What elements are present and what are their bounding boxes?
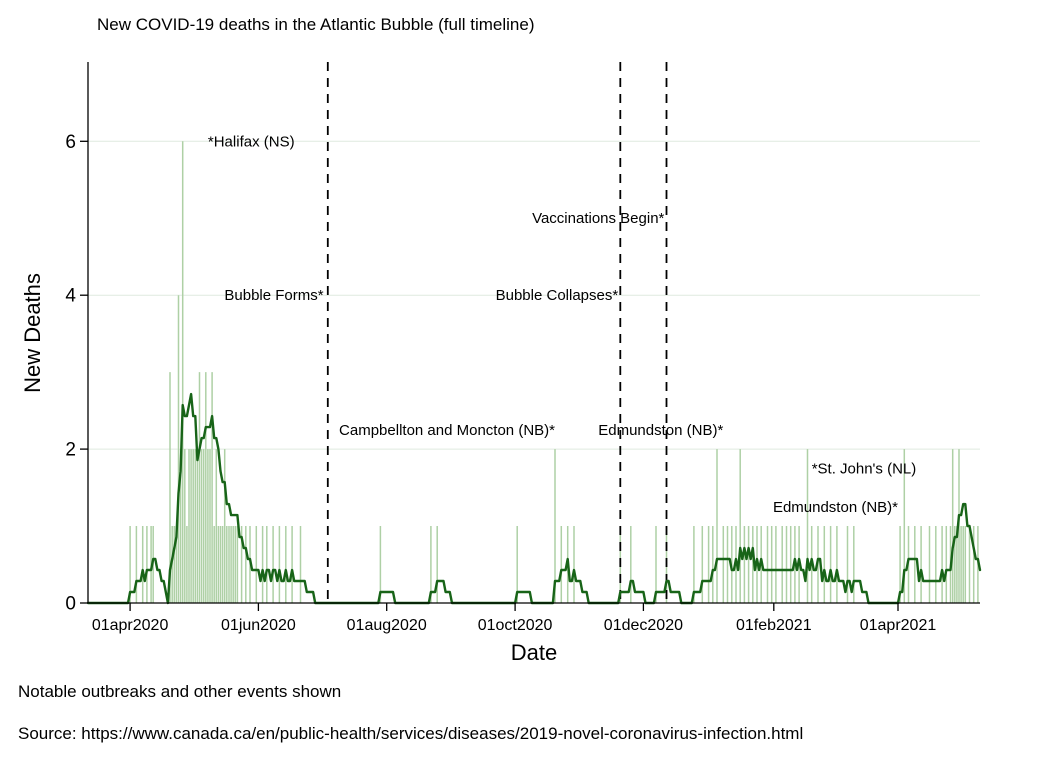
x-tick-label-01apr2020: 01apr2020 [92, 617, 169, 634]
annotation-0-halifax-ns: *Halifax (NS) [208, 133, 295, 150]
x-tick-label-01apr2021: 01apr2021 [860, 617, 937, 634]
events-note: Notable outbreaks and other events shown [18, 682, 342, 701]
x-tick-label-01dec2020: 01dec2020 [604, 617, 683, 634]
annotation-6-st-john-s-nl: *St. John's (NL) [812, 460, 917, 477]
x-axis-label: Date [510, 640, 558, 665]
annotation-2-campbellton-and-moncton-nb: Campbellton and Moncton (NB)* [339, 422, 555, 439]
source-note: Source: https://www.canada.ca/en/public-… [18, 724, 804, 743]
y-tick-label-0: 0 [65, 594, 76, 615]
x-tick-label-01jun2020: 01jun2020 [221, 617, 296, 634]
x-tick-label-01oct2020: 01oct2020 [478, 617, 553, 634]
annotation-4-vaccinations-begin: Vaccinations Begin* [532, 210, 664, 227]
annotation-1-bubble-forms: Bubble Forms* [224, 287, 323, 304]
x-tick-label-01aug2020: 01aug2020 [347, 617, 427, 634]
x-tick-label-01feb2021: 01feb2021 [736, 617, 812, 634]
y-tick-label-2: 2 [65, 440, 76, 461]
annotation-3-bubble-collapses: Bubble Collapses* [496, 287, 619, 304]
y-tick-label-6: 6 [65, 132, 76, 153]
chart-title: New COVID-19 deaths in the Atlantic Bubb… [97, 15, 535, 34]
annotation-7-edmundston-nb: Edmundston (NB)* [773, 499, 898, 516]
annotation-5-edmundston-nb: Edmundston (NB)* [598, 422, 723, 439]
y-tick-label-4: 4 [65, 286, 76, 307]
